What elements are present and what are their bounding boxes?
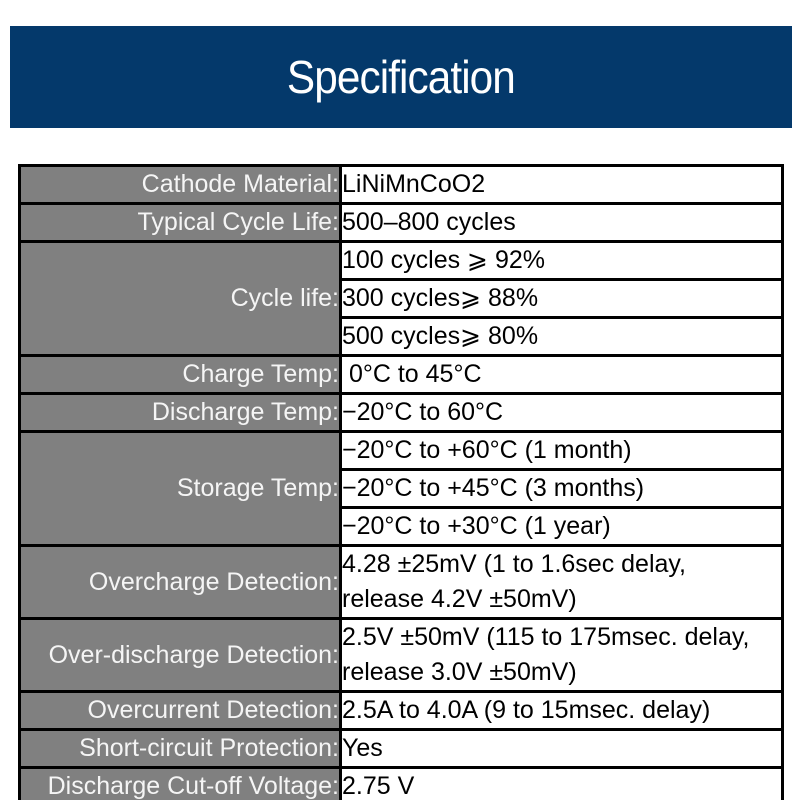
spec-value: 500 cycles⩾ 80% [339,316,784,357]
table-row: Charge Temp: 0°C to 45°C [18,354,784,395]
table-row: −20°C to +45°C (3 months) [20,468,784,509]
spec-value: 0°C to 45°C [339,354,784,395]
spec-value: −20°C to +30°C (1 year) [339,506,784,547]
table-row: Over-discharge Detection: 2.5V ±50mV (11… [18,617,784,693]
spec-value: LiNiMnCoO2 [339,164,784,205]
table-row: Storage Temp: −20°C to +60°C (1 month) [18,430,784,547]
table-row: Overcharge Detection: 4.28 ±25mV (1 to 1… [18,544,784,620]
spec-value: 300 cycles⩾ 88% [339,278,784,319]
spec-label: Short-circuit Protection: [18,728,342,769]
spec-label: Overcurrent Detection: [18,690,342,731]
table-row: 300 cycles⩾ 88% [20,278,784,319]
spec-value: −20°C to 60°C [339,392,784,433]
spec-label: Discharge Cut-off Voltage: [18,766,342,800]
spec-value: 100 cycles ⩾ 92% [339,240,784,281]
table-row: Typical Cycle Life: 500–800 cycles [18,202,784,243]
spec-value: Yes [339,728,784,769]
spec-value: 4.28 ±25mV (1 to 1.6sec delay, release 4… [339,544,784,620]
spec-value: 2.5V ±50mV (115 to 175msec. delay, relea… [339,617,784,693]
table-row: Cathode Material: LiNiMnCoO2 [18,164,784,205]
table-row: Overcurrent Detection: 2.5A to 4.0A (9 t… [18,690,784,731]
spec-value: −20°C to +45°C (3 months) [339,468,784,509]
table-row: Cycle life: 100 cycles ⩾ 92% [18,240,784,357]
spec-label: Over-discharge Detection: [18,617,342,693]
spec-label: Storage Temp: [18,430,342,547]
spec-label: Cathode Material: [18,164,342,205]
table-row: −20°C to +30°C (1 year) [20,506,784,547]
table-row: Short-circuit Protection: Yes [18,728,784,769]
spec-value: −20°C to +60°C (1 month) [339,430,784,471]
spec-value: 500–800 cycles [339,202,784,243]
table-row: Discharge Temp: −20°C to 60°C [18,392,784,433]
specification-table: Cathode Material: LiNiMnCoO2 Typical Cyc… [18,164,784,800]
spec-value: 2.75 V [339,766,784,800]
spec-label: Charge Temp: [18,354,342,395]
spec-label: Discharge Temp: [18,392,342,433]
table-row: 500 cycles⩾ 80% [20,316,784,357]
page-title: Specification [286,51,516,103]
spec-value: 2.5A to 4.0A (9 to 15msec. delay) [339,690,784,731]
spec-label: Cycle life: [18,240,342,357]
spec-label: Overcharge Detection: [18,544,342,620]
title-banner: Specification [10,26,792,128]
spec-label: Typical Cycle Life: [18,202,342,243]
table-row: Discharge Cut-off Voltage: 2.75 V [18,766,784,800]
